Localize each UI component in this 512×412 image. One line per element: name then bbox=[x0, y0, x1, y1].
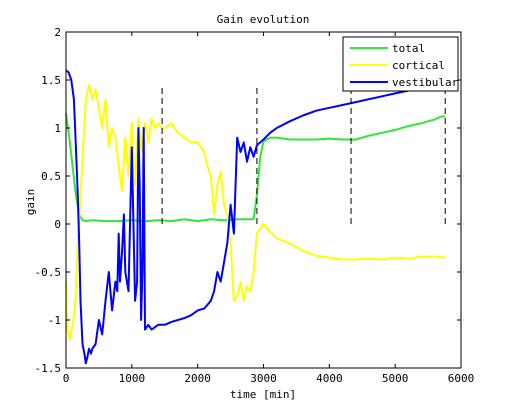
x-tick-label-1: 1000 bbox=[119, 372, 146, 385]
x-tick-label-3: 3000 bbox=[250, 372, 277, 385]
series-line-total bbox=[65, 113, 446, 223]
y-tick-label-6: 1.5 bbox=[41, 74, 61, 87]
y-tick-label-4: 0.5 bbox=[41, 170, 61, 183]
y-axis-label: gain bbox=[24, 189, 37, 216]
x-tick-label-0: 0 bbox=[63, 372, 70, 385]
y-tick-label-1: -1 bbox=[48, 314, 61, 327]
x-tick-label-4: 4000 bbox=[316, 372, 343, 385]
y-tick-label-3: 0 bbox=[54, 218, 61, 231]
chart-title: Gain evolution bbox=[217, 13, 310, 26]
y-tick-label-0: -1.5 bbox=[35, 362, 62, 375]
legend-label-cortical: cortical bbox=[392, 59, 445, 72]
y-tick-label-2: -0.5 bbox=[35, 266, 62, 279]
legend-label-total: total bbox=[392, 42, 425, 55]
y-tick-label-5: 1 bbox=[54, 122, 61, 135]
series-line-cortical bbox=[65, 83, 446, 341]
legend-label-vestibular: vestibular bbox=[392, 76, 459, 89]
series-line-vestibular bbox=[65, 69, 446, 365]
y-tick-label-7: 2 bbox=[54, 26, 61, 39]
x-tick-label-6: 6000 bbox=[448, 372, 475, 385]
legend: total cortical vestibular bbox=[342, 36, 459, 92]
x-tick-label-5: 5000 bbox=[382, 372, 409, 385]
x-tick-label-2: 2000 bbox=[184, 372, 211, 385]
x-axis-label: time [min] bbox=[230, 388, 296, 401]
